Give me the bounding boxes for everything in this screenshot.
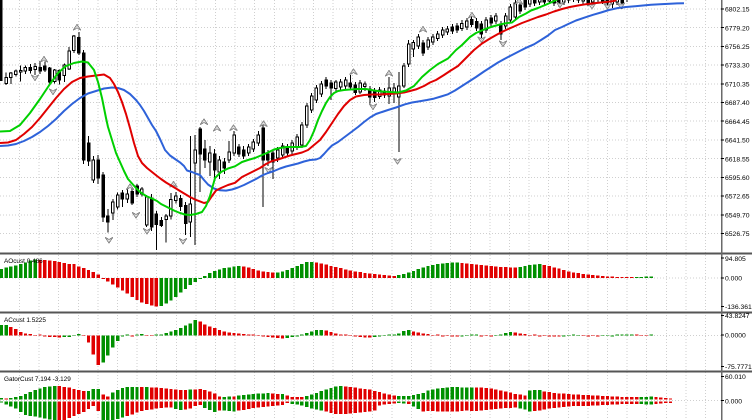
svg-text:0.000: 0.000 [725,398,742,405]
svg-text:6641.50: 6641.50 [725,138,750,145]
svg-text:ACcust 1.5225: ACcust 1.5225 [4,317,46,324]
svg-text:6572.65: 6572.65 [725,194,750,201]
svg-text:43.8247: 43.8247 [725,313,750,320]
svg-text:6664.45: 6664.45 [725,119,750,126]
svg-text:6549.70: 6549.70 [725,212,750,219]
svg-text:6733.30: 6733.30 [725,63,750,70]
svg-text:94.805: 94.805 [725,256,746,263]
svg-text:6710.35: 6710.35 [725,81,750,88]
svg-text:-136.361: -136.361 [725,304,752,311]
svg-text:6595.60: 6595.60 [725,175,750,182]
svg-text:6779.20: 6779.20 [725,25,750,32]
svg-text:60.010: 60.010 [725,374,746,381]
svg-text:6687.40: 6687.40 [725,100,750,107]
svg-text:6802.15: 6802.15 [725,7,750,14]
svg-text:0.0000: 0.0000 [725,333,746,340]
svg-text:AOcust 0.486: AOcust 0.486 [4,258,43,265]
svg-text:-75.7771: -75.7771 [725,364,752,371]
svg-text:6756.25: 6756.25 [725,44,750,51]
svg-text:6618.55: 6618.55 [725,156,750,163]
svg-text:6526.75: 6526.75 [725,231,750,238]
svg-text:GatorCust 7.194 -3.129: GatorCust 7.194 -3.129 [4,376,71,383]
svg-text:0.000: 0.000 [725,276,742,283]
